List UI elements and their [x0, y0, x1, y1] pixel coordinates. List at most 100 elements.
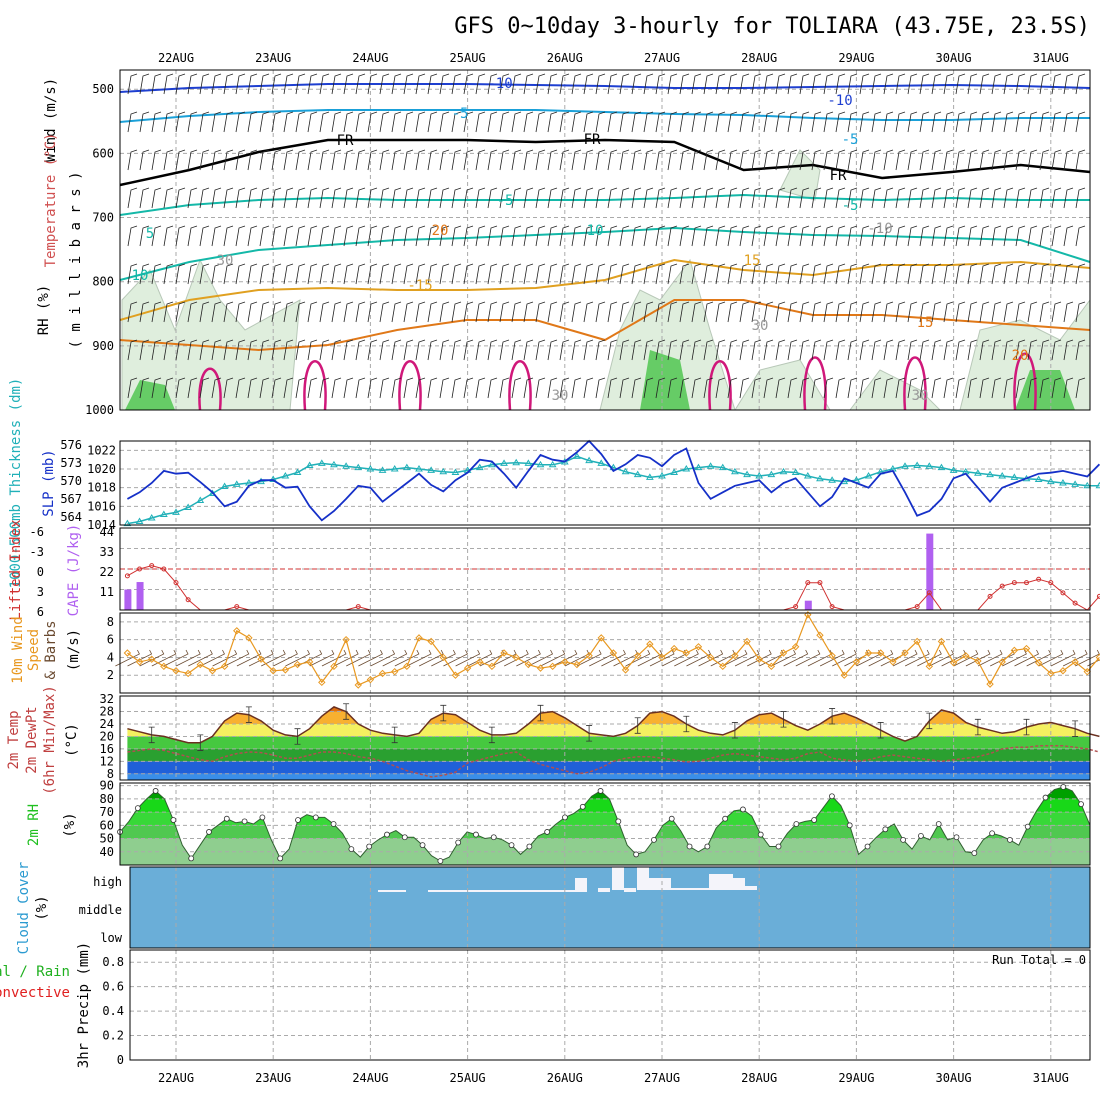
wind-barb: [223, 149, 234, 171]
wind-barb: [1015, 111, 1026, 133]
wind-barb: [883, 339, 894, 361]
cape-bar: [926, 533, 934, 610]
wind-barb: [127, 111, 138, 133]
wind-speed-marker: [342, 635, 350, 644]
wind-barb: [811, 73, 822, 95]
wind-barb: [643, 111, 654, 133]
wind-speed-marker: [488, 662, 496, 671]
thickness-marker: [767, 470, 776, 478]
wind-barb: [1063, 187, 1074, 209]
wind-barb: [571, 377, 582, 399]
wind-barb: [163, 111, 174, 133]
wind-speed-marker: [1034, 659, 1043, 667]
wind-tick: 6: [107, 633, 114, 647]
wind-speed-marker: [621, 666, 630, 674]
wind-barb: [859, 301, 870, 323]
li-tick: -6: [30, 525, 44, 539]
wind-barb: [775, 377, 786, 399]
top-date-label: 28AUG: [741, 51, 777, 65]
cape-bar: [804, 600, 812, 610]
wind-barb: [955, 149, 966, 171]
wind-barb: [931, 339, 942, 361]
wind-barb: [1003, 339, 1014, 361]
thickness-marker: [1071, 480, 1079, 487]
li-marker: [1011, 580, 1017, 586]
wind-barb: [943, 73, 954, 95]
wind-barb: [223, 225, 234, 247]
wind-barb: [955, 301, 966, 323]
rh-marker: [811, 817, 818, 823]
wind-barb: [247, 73, 258, 95]
wind-barb: [499, 73, 510, 95]
wind-barb: [211, 377, 222, 399]
wind-barb: [835, 187, 846, 209]
contour-label: 30: [752, 318, 769, 334]
wind-barb: [619, 377, 630, 399]
wind-speed-marker: [682, 649, 691, 657]
rh-marker: [597, 788, 604, 794]
isotherm-contour: [119, 138, 1091, 187]
wind-barb: [667, 111, 678, 133]
wind-barb: [859, 263, 870, 285]
wind-speed-marker: [597, 634, 605, 642]
isotherm-contour: [119, 226, 1091, 281]
rh-marker: [668, 815, 675, 822]
wind-barb: [775, 149, 786, 171]
wind-barb: [163, 339, 174, 361]
rh-marker: [455, 839, 462, 846]
wind-barb: [643, 377, 654, 399]
wind-barb: [679, 225, 690, 247]
wind-barb: [451, 149, 462, 171]
wind-barb: [859, 187, 870, 209]
wind-barb: [211, 339, 222, 361]
wind-barb-10m: [236, 649, 262, 667]
wind-barb: [331, 149, 342, 171]
wind-barb: [475, 149, 486, 171]
wind-barb: [1027, 149, 1038, 171]
wind-barb: [235, 377, 246, 399]
thickness-marker: [488, 460, 496, 468]
high-cloud-bar: [612, 866, 624, 890]
wind-barb: [211, 225, 222, 247]
wind-barb: [559, 73, 570, 95]
bottom-date-label: 25AUG: [450, 1071, 486, 1085]
wind-barb: [847, 377, 858, 399]
wind-barb: [451, 263, 462, 285]
wind-barb: [355, 73, 366, 95]
wind-barb-10m: [333, 649, 359, 667]
wind-barb: [391, 301, 402, 323]
li-marker: [926, 590, 932, 596]
wind-barb: [1039, 301, 1050, 323]
wind-barb: [751, 73, 762, 95]
wind-barb: [127, 225, 138, 247]
wind-barb: [691, 187, 702, 209]
wind-barb: [943, 377, 954, 399]
wind-barb: [463, 149, 474, 171]
isotherm-loop: [198, 367, 222, 411]
wind-speed-marker: [658, 653, 666, 662]
wind-barb: [1039, 111, 1050, 133]
thickness-marker: [621, 467, 630, 475]
wind-speed-marker: [439, 653, 448, 662]
wind-barb: [223, 263, 234, 285]
wind-barb: [1039, 225, 1050, 247]
wind-speed-marker: [451, 671, 460, 679]
wind-barb: [1039, 377, 1050, 399]
wind-barb: [763, 73, 774, 95]
wind-barb: [319, 301, 330, 323]
wind-barb: [811, 263, 822, 285]
wind-barb: [463, 73, 474, 95]
wind-barb: [331, 377, 342, 399]
wind-barb: [1039, 263, 1050, 285]
thickness-marker: [864, 472, 873, 479]
rh-marker: [829, 793, 835, 800]
thickness-marker: [937, 463, 946, 471]
wind-barb: [343, 225, 354, 247]
wind-barb: [1015, 377, 1026, 399]
wind-barb: [463, 377, 474, 399]
wind-barb: [811, 339, 822, 361]
wind-barb-10m: [224, 649, 250, 667]
wind-barb: [871, 111, 882, 133]
wind-speed-marker: [123, 649, 132, 657]
wind-barb: [127, 73, 138, 95]
